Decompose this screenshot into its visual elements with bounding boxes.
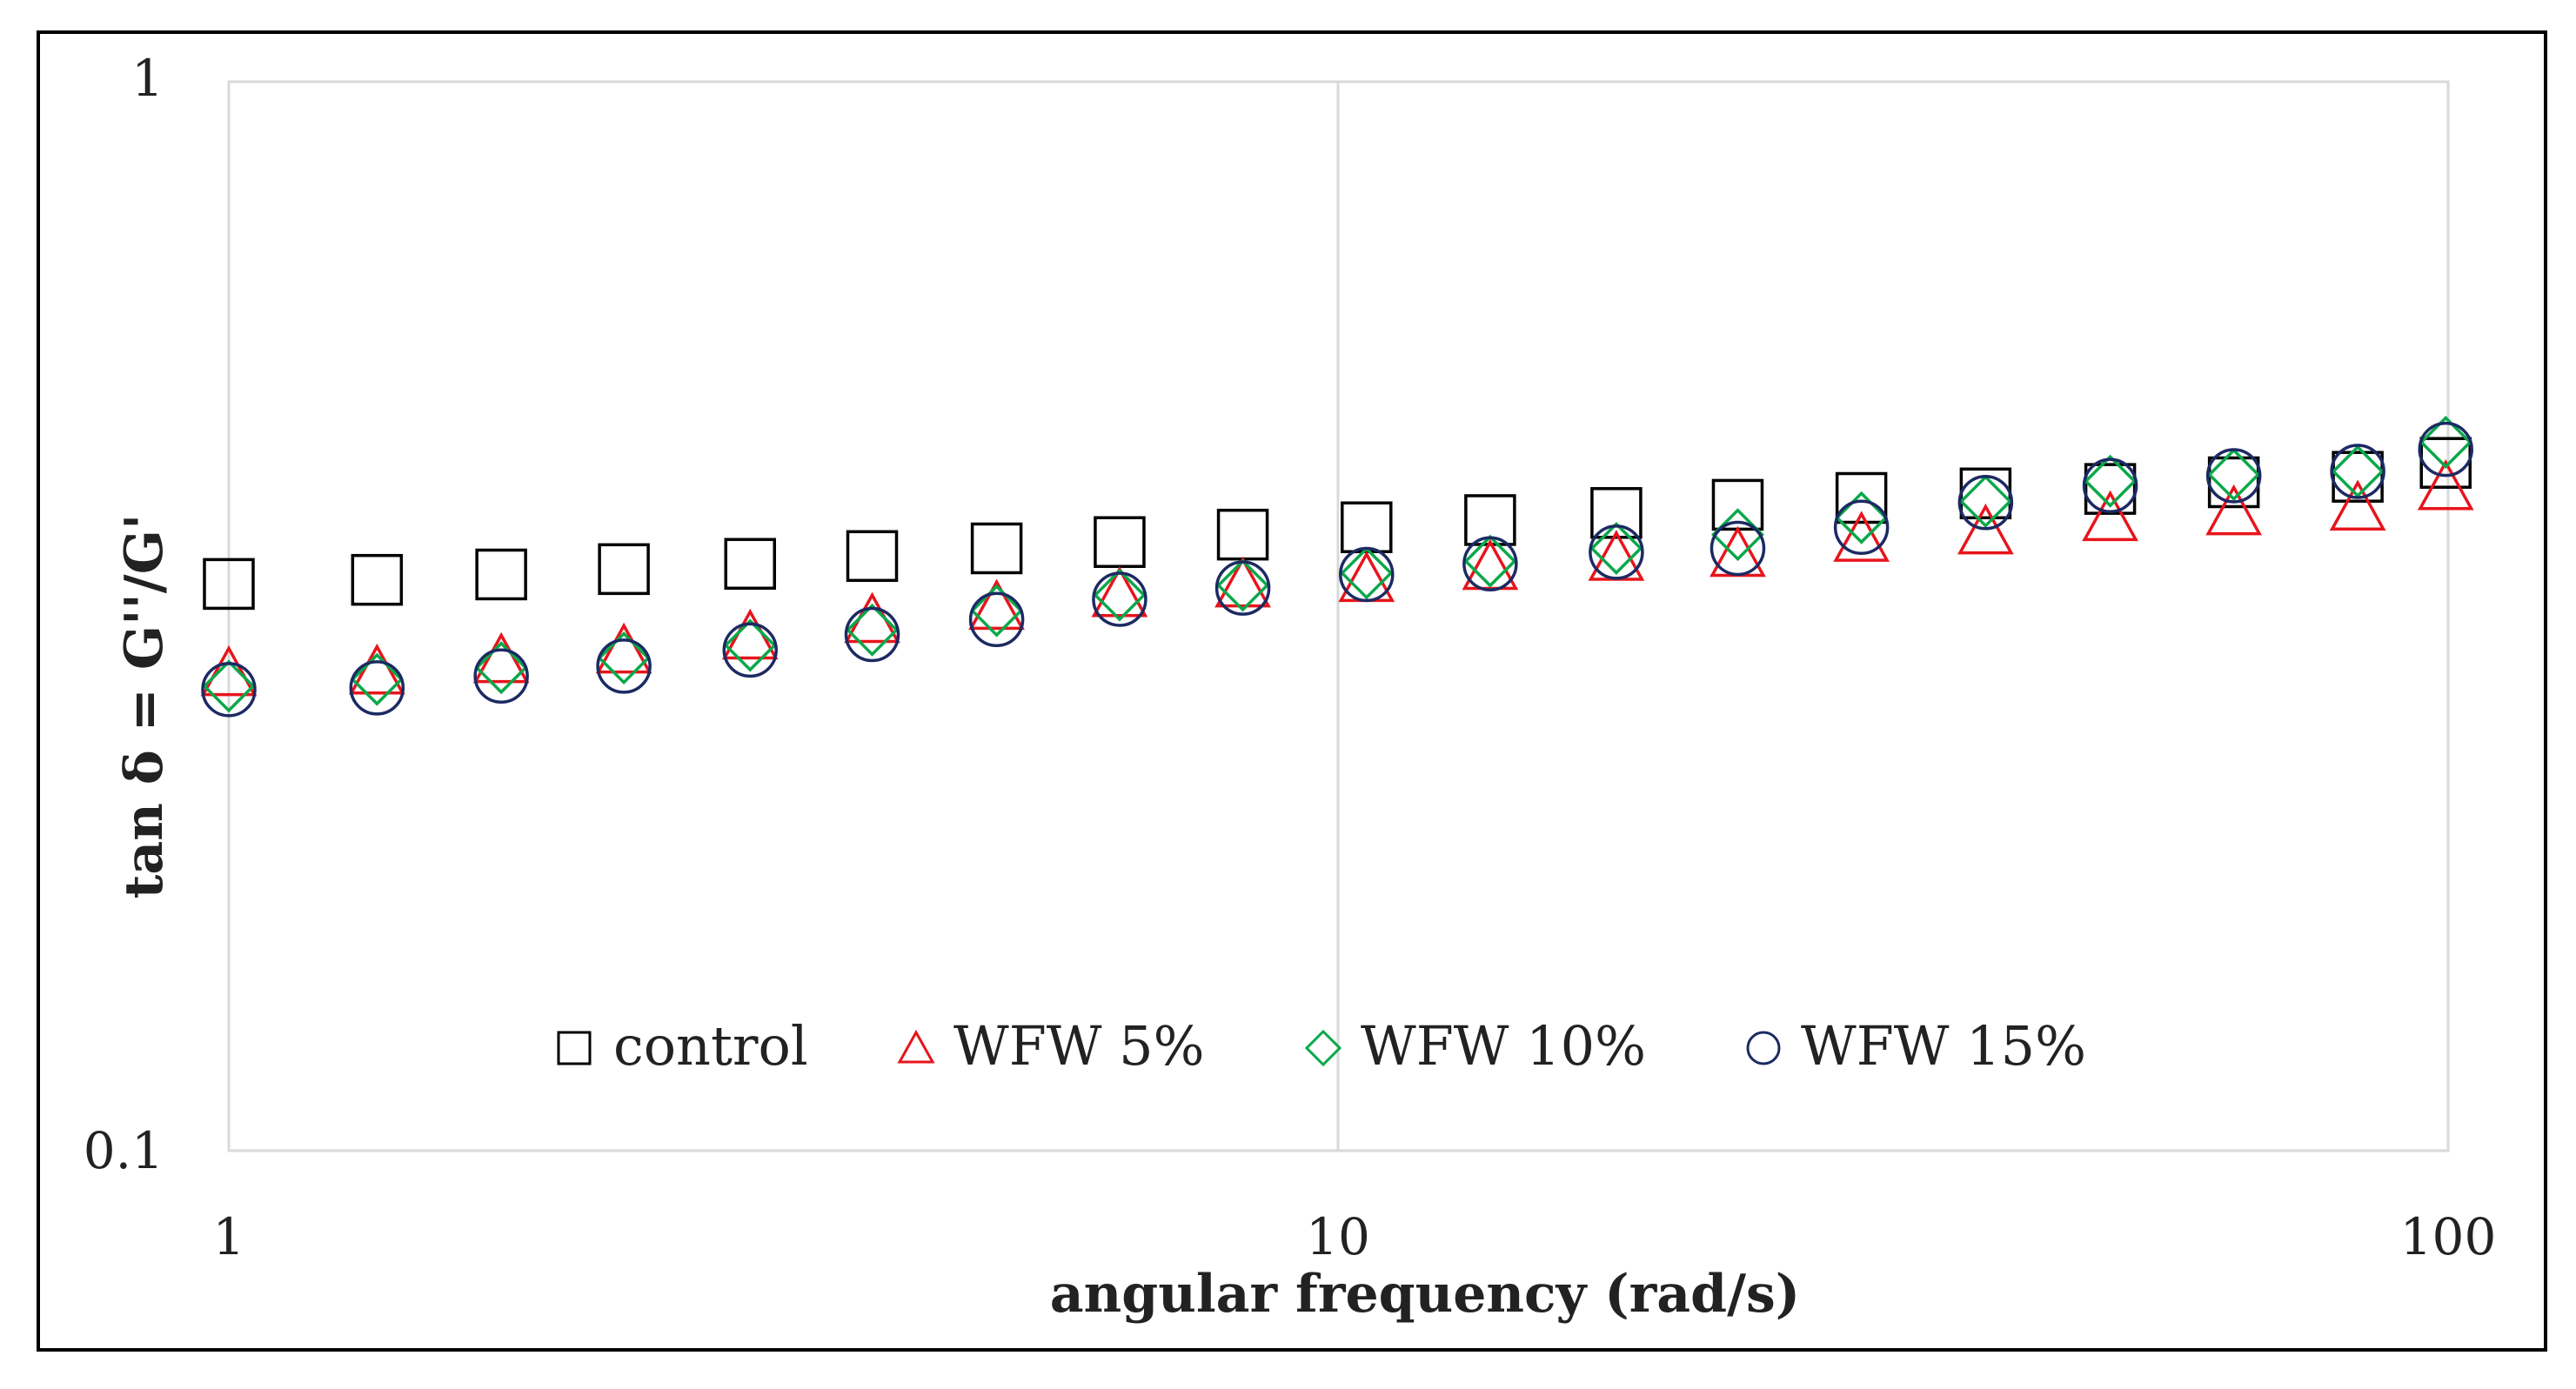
data-point-diamond [350, 652, 404, 706]
x-tick-label-100: 100 [2400, 1207, 2497, 1266]
legend-item-wfw-10: WFW 10% [1304, 1014, 1646, 1078]
data-point-triangle [1091, 565, 1148, 618]
data-point-circle [2418, 421, 2473, 477]
y-tick-label-top: 1 [131, 49, 164, 108]
data-point-diamond [723, 618, 777, 672]
legend-label-wfw-15: WFW 15% [1801, 1014, 2086, 1078]
data-point-square [970, 522, 1023, 575]
y-tick-label-bottom: 0.1 [84, 1121, 164, 1180]
legend-label-wfw-5: WFW 5% [953, 1014, 1205, 1078]
data-point-triangle [2417, 458, 2474, 511]
data-point-triangle [1957, 503, 2014, 555]
data-point-diamond [202, 659, 256, 713]
data-point-diamond [970, 584, 1024, 638]
data-point-square [2084, 463, 2137, 515]
legend-triangle-marker [897, 1029, 935, 1064]
legend-circle-marker [1746, 1031, 1781, 1065]
data-point-circle [1092, 571, 1147, 627]
data-point-square [846, 530, 899, 583]
data-point-square [598, 543, 650, 596]
data-point-circle [2205, 448, 2262, 504]
data-point-circle [2082, 457, 2138, 514]
data-point-square [1835, 471, 1888, 524]
data-point-circle [1957, 475, 2014, 531]
data-point-diamond [1835, 491, 1889, 544]
data-point-triangle [968, 578, 1025, 631]
data-point-diamond [1463, 534, 1517, 588]
data-point-triangle [595, 622, 652, 674]
data-point-triangle [1214, 556, 1271, 608]
data-point-diamond [2207, 448, 2261, 502]
data-point-circle [473, 648, 529, 705]
data-point-diamond [1958, 474, 2012, 528]
data-point-circle [968, 591, 1025, 648]
legend-item-wfw-15: WFW 15% [1746, 1014, 2086, 1078]
data-point-diamond [597, 631, 651, 685]
data-point-diamond [1589, 522, 1643, 575]
series-wfw-10 [202, 415, 2472, 713]
data-point-circle [1462, 536, 1518, 592]
data-point-square [2419, 437, 2472, 489]
data-point-square [724, 538, 777, 591]
legend-item-control: control [557, 1014, 808, 1078]
data-point-circle [1589, 524, 1644, 580]
data-point-circle [722, 622, 779, 678]
x-tick-label-1: 1 [213, 1207, 245, 1266]
legend: control WFW 5% WFW 10% WFW 15% [557, 1014, 2086, 1078]
data-point-square [351, 553, 404, 606]
data-point-circle [1214, 560, 1271, 616]
data-point-square [475, 548, 527, 601]
data-series [200, 415, 2474, 718]
data-point-diamond [1216, 558, 1270, 612]
data-point-circle [596, 638, 652, 694]
data-point-circle [201, 662, 257, 718]
data-point-triangle [2329, 479, 2386, 531]
data-point-square [203, 558, 255, 611]
data-point-triangle [1462, 538, 1519, 591]
legend-diamond-marker [1304, 1029, 1342, 1067]
data-point-triangle [472, 631, 530, 684]
x-axis-title: angular frequency (rad/s) [1050, 1264, 1800, 1325]
legend-square-marker [557, 1031, 592, 1065]
data-point-diamond [1340, 546, 1394, 600]
data-point-triangle [200, 644, 258, 697]
data-point-circle [1833, 499, 1890, 555]
data-point-diamond [2331, 444, 2385, 498]
legend-label-wfw-10: WFW 10% [1361, 1014, 1646, 1078]
data-point-triangle [1833, 511, 1890, 562]
series-control [203, 437, 2472, 611]
data-point-diamond [474, 641, 528, 695]
data-point-square [1590, 487, 1643, 539]
data-point-triangle [2082, 490, 2138, 542]
data-point-diamond [2084, 454, 2138, 508]
data-point-circle [1710, 520, 1766, 577]
data-point-diamond [1093, 568, 1147, 622]
data-point-diamond [2419, 415, 2472, 469]
y-axis-title: tan δ = G''/G' [114, 514, 175, 899]
data-point-triangle [2205, 484, 2263, 536]
data-point-circle [844, 606, 900, 663]
series-wfw-15 [201, 421, 2473, 718]
legend-label-control: control [613, 1014, 808, 1078]
data-point-circle [349, 660, 405, 716]
x-tick-label-10: 10 [1306, 1207, 1370, 1266]
data-point-circle [2330, 444, 2385, 499]
data-point-circle [1339, 546, 1395, 603]
data-point-diamond [846, 603, 899, 657]
chart-frame [37, 30, 2547, 1352]
legend-item-wfw-5: WFW 5% [897, 1014, 1205, 1078]
